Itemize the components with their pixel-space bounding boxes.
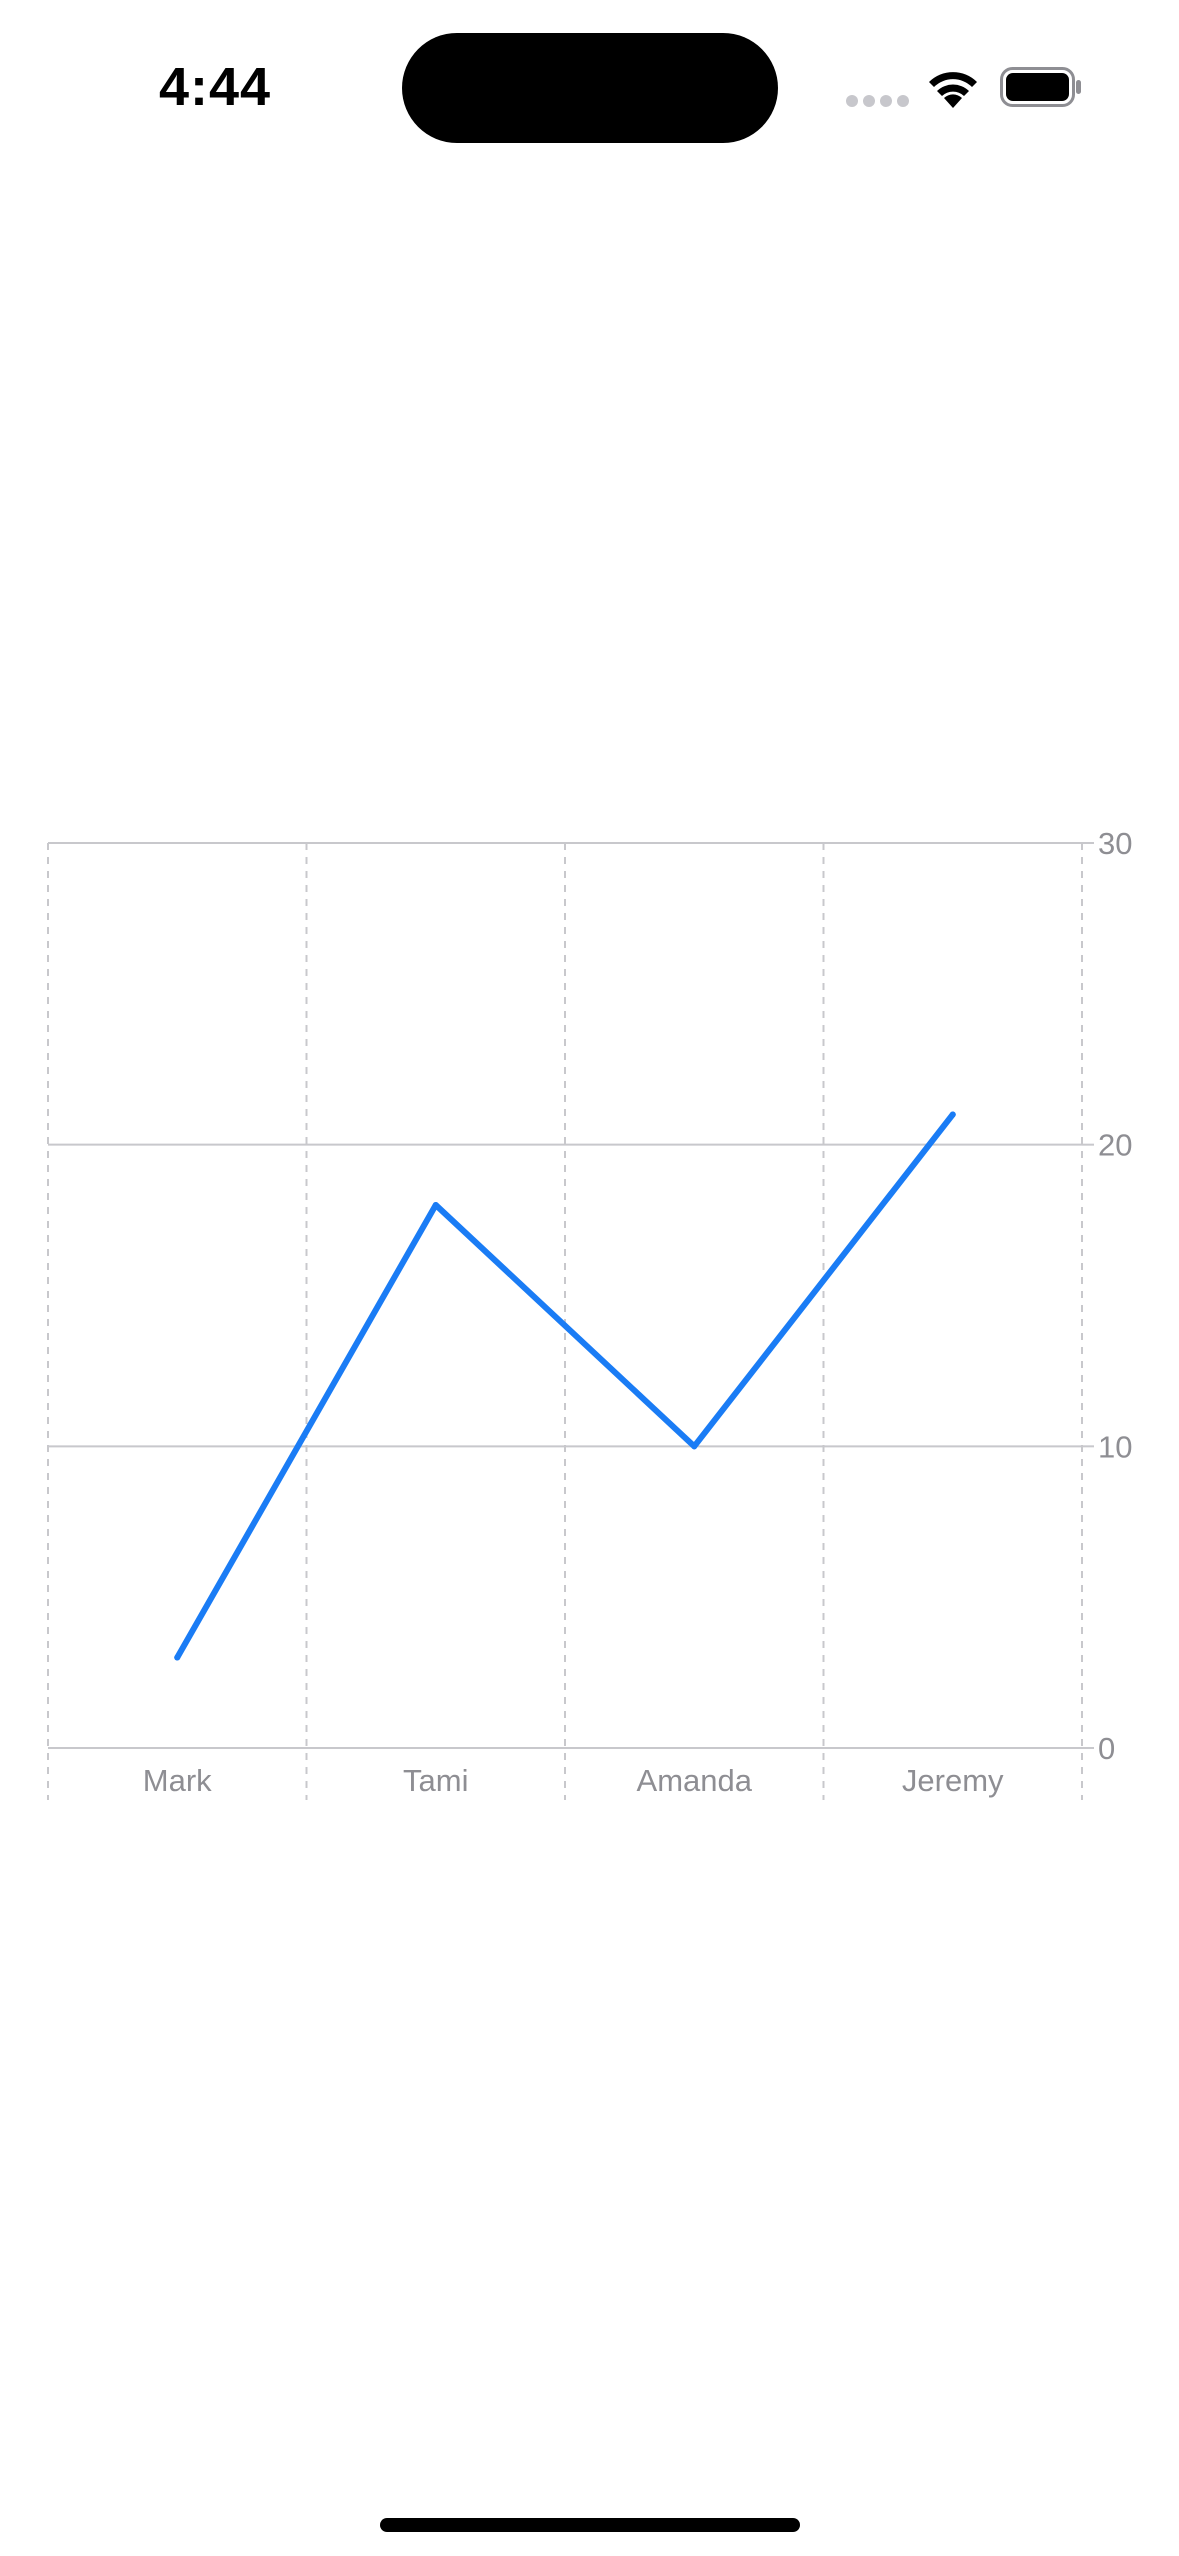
data-point <box>949 1111 956 1118</box>
y-tick-label: 10 <box>1098 1429 1132 1464</box>
y-tick-label: 20 <box>1098 1128 1132 1163</box>
x-tick-label: Tami <box>403 1763 468 1798</box>
x-tick-label: Jeremy <box>902 1763 1004 1798</box>
x-tick-label: Amanda <box>637 1763 753 1798</box>
y-tick-label: 0 <box>1098 1731 1115 1766</box>
home-indicator[interactable] <box>380 2518 800 2532</box>
data-point <box>432 1202 439 1208</box>
cellular-signal-icon <box>846 95 909 107</box>
status-time: 4:44 <box>158 57 272 117</box>
x-tick-label: Mark <box>143 1763 212 1798</box>
dynamic-island <box>402 33 778 143</box>
wifi-icon <box>929 72 977 108</box>
y-tick-label: 30 <box>1098 826 1132 861</box>
battery-icon <box>1000 67 1081 107</box>
series-line <box>174 1111 956 1661</box>
data-point <box>174 1654 181 1661</box>
data-point <box>691 1443 698 1450</box>
